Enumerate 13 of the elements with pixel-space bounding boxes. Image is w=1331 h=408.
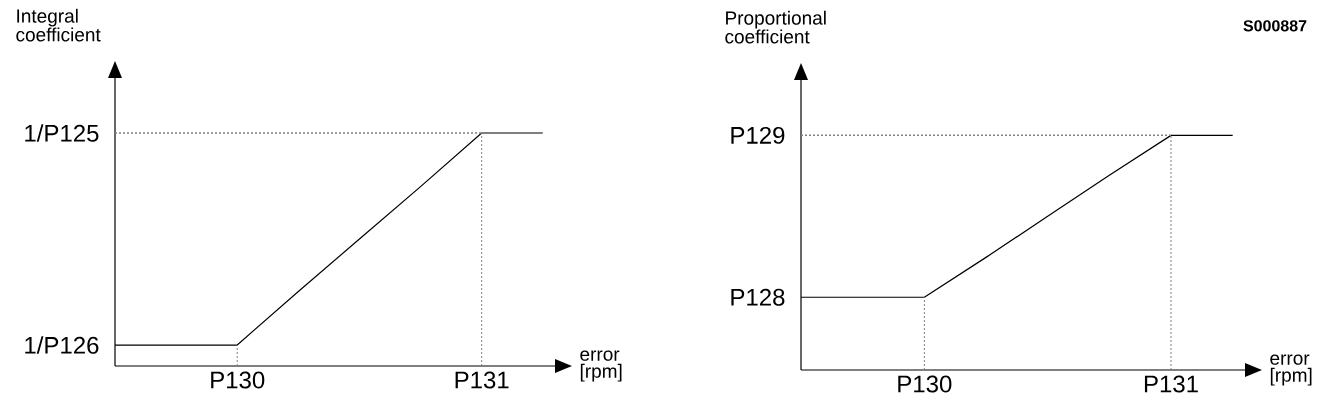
x-axis-title: error [rpm]: [1270, 354, 1312, 386]
x-tick-label: P130: [211, 371, 265, 389]
y-axis-title: Proportional coefficient: [725, 10, 826, 44]
x-tick-label: P131: [1144, 375, 1198, 393]
x-tick-label: P131: [455, 371, 509, 389]
text: S000887: [1243, 20, 1307, 32]
y-axis-title: Integral coefficient: [16, 8, 101, 42]
x-axis-title: error [rpm]: [580, 350, 622, 382]
x-tick-label: P130: [898, 375, 952, 393]
ref-line-label: P129: [731, 126, 785, 144]
ref-line-label: 1/P125: [25, 124, 99, 142]
text: 1/P126: [25, 336, 99, 354]
text: P128: [731, 288, 785, 306]
